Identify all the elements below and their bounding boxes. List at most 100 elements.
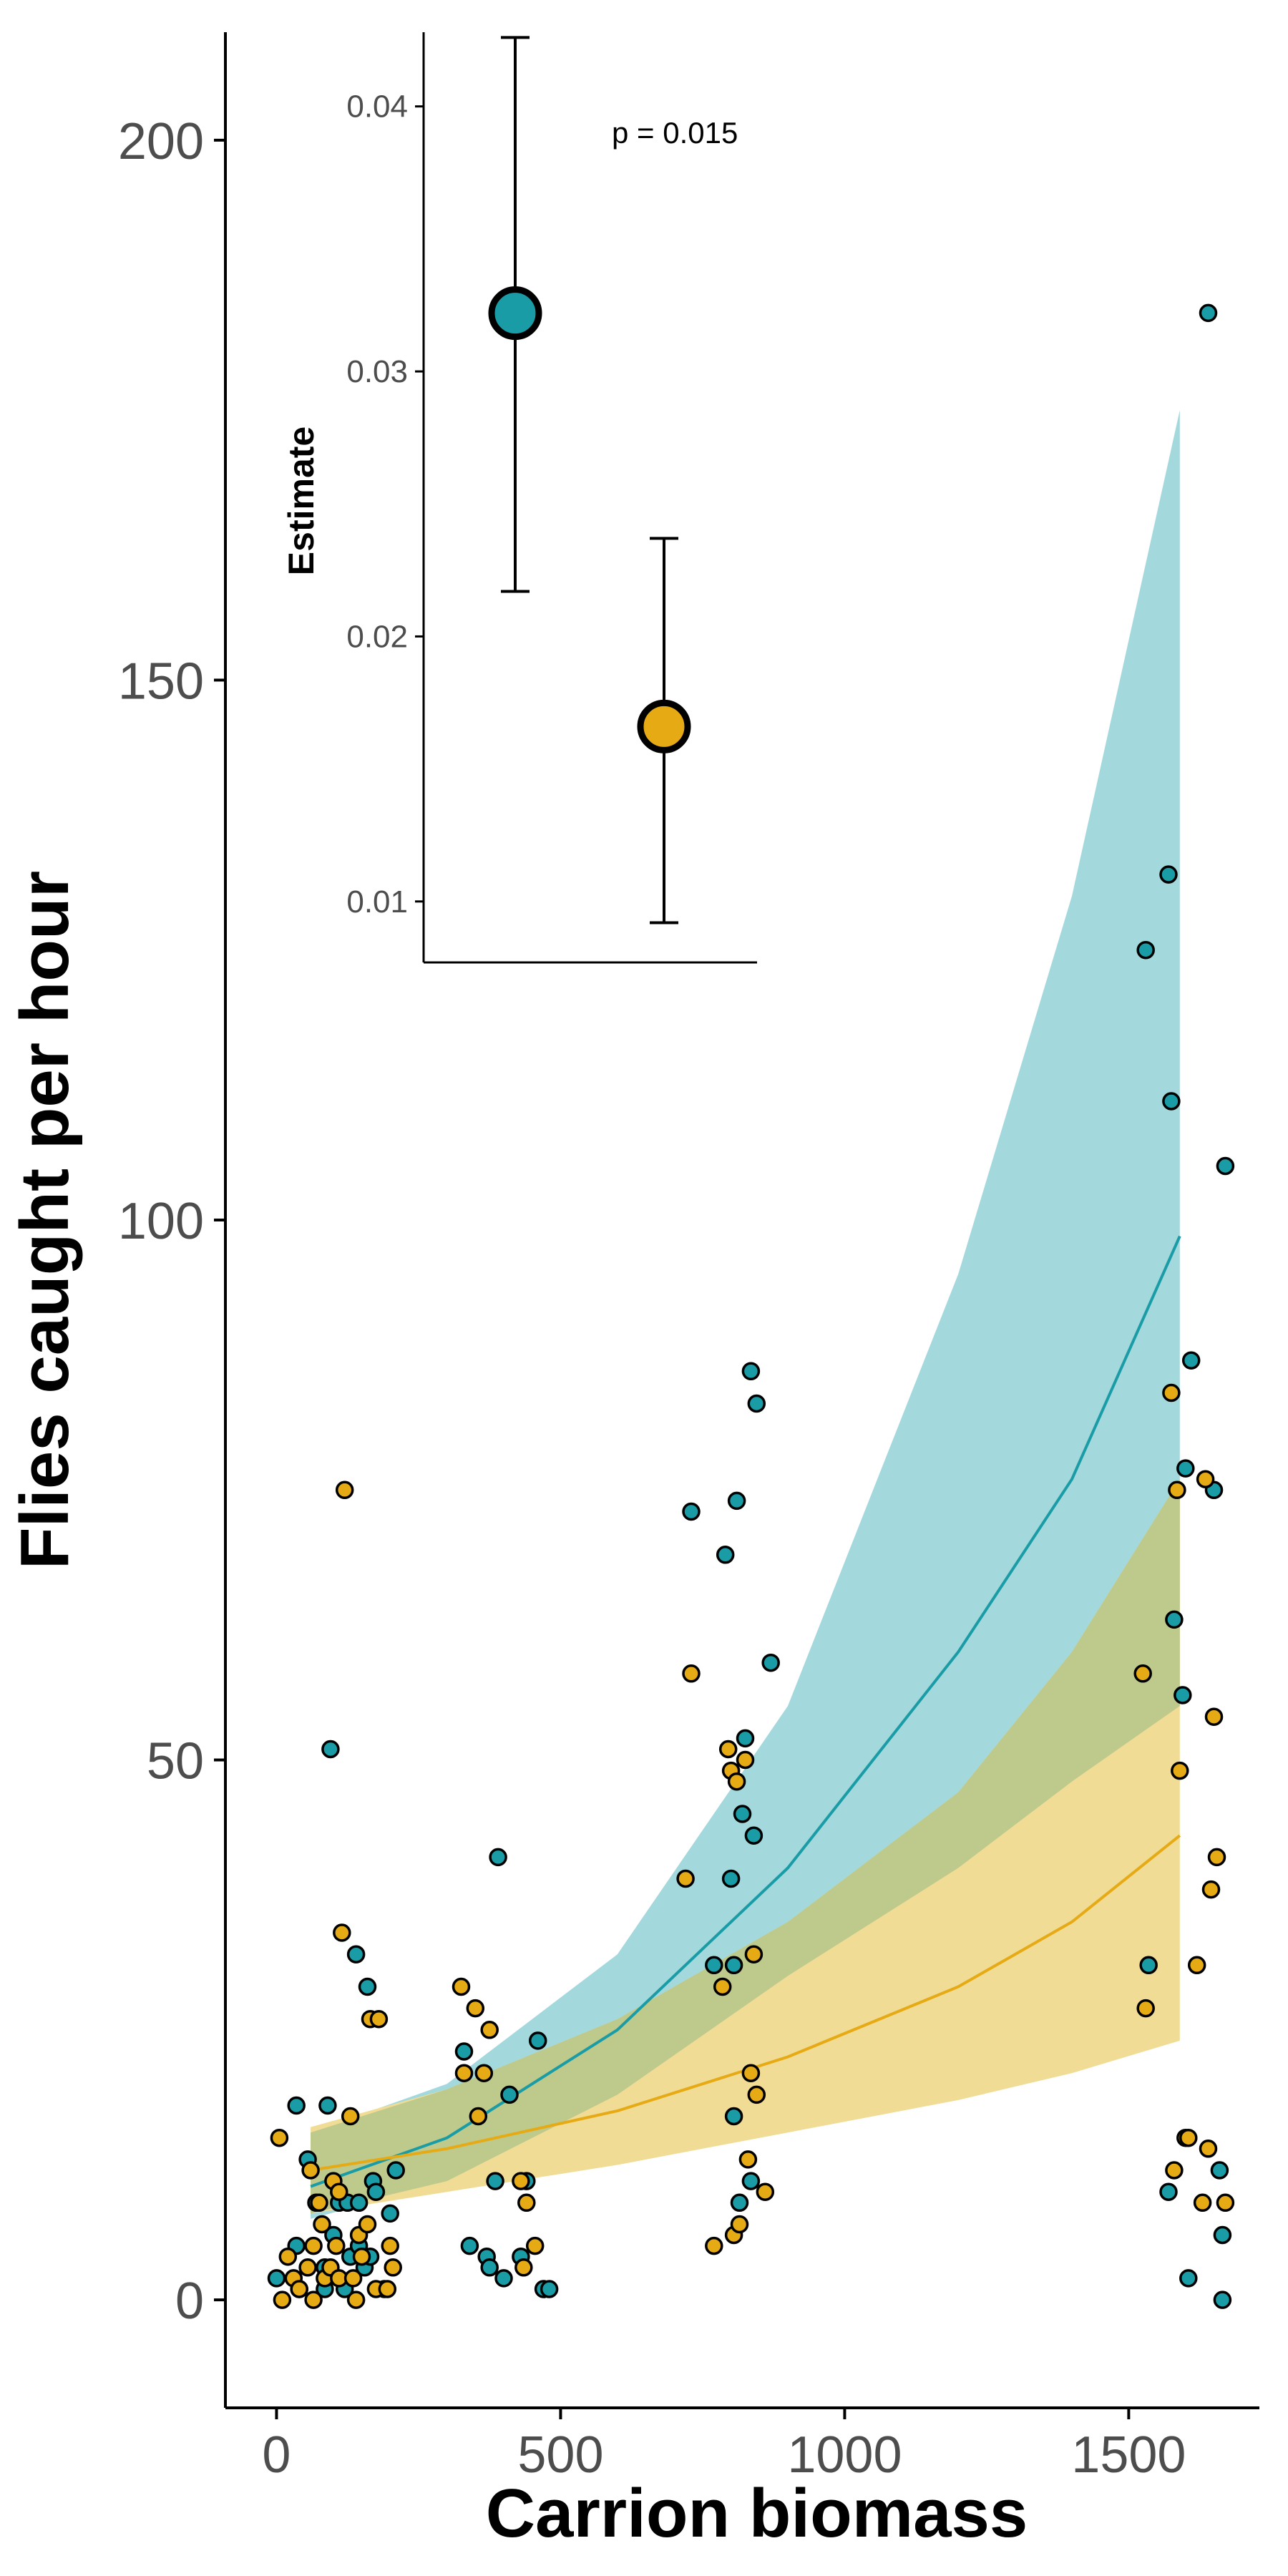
gold-data-point: [1216, 2193, 1235, 2212]
gold-data-point: [298, 2258, 317, 2277]
gold-data-point: [1136, 1999, 1155, 2018]
gold-data-point: [310, 2193, 328, 2212]
inset-y-tick-label: 0.02: [346, 619, 408, 654]
teal-data-point: [741, 2172, 761, 2190]
teal-data-point: [287, 2096, 306, 2115]
gold-data-point: [304, 2290, 323, 2309]
gold-data-point: [454, 2064, 474, 2082]
gold-data-point: [333, 1923, 351, 1942]
inset-gold-estimate-point: [637, 699, 691, 753]
gold-data-point: [736, 1750, 755, 1770]
gold-data-point: [1168, 1480, 1186, 1500]
band-overlap: [311, 1479, 1180, 2214]
inset-teal-estimate-point: [488, 286, 542, 341]
gold-data-point: [304, 2236, 323, 2255]
gold-data-point: [741, 2064, 761, 2082]
teal-data-point: [386, 2161, 405, 2180]
teal-data-point: [486, 2172, 504, 2190]
gold-data-point: [727, 1772, 746, 1791]
teal-data-point: [318, 2096, 337, 2115]
teal-data-point: [1159, 2182, 1178, 2201]
teal-data-point: [1174, 1686, 1192, 1704]
teal-fit-line: [310, 1235, 1181, 2188]
gold-confidence-band: [311, 1479, 1180, 2214]
teal-data-point: [1176, 1459, 1195, 1478]
teal-data-point: [480, 2258, 499, 2277]
teal-data-point: [682, 1502, 701, 1521]
gold-data-point: [512, 2172, 530, 2190]
gold-data-point: [1201, 1880, 1221, 1899]
gold-data-point: [480, 2021, 499, 2039]
gold-fit-line: [310, 1834, 1181, 2172]
y-axis-title: Flies caught per hour: [6, 871, 83, 1569]
teal-data-point: [733, 1805, 752, 1823]
teal-data-point: [705, 1956, 723, 1975]
teal-data-point: [500, 2085, 519, 2104]
teal-data-point: [1199, 303, 1218, 323]
gold-data-point: [384, 2258, 402, 2277]
teal-data-point: [727, 1491, 746, 1511]
teal-data-point: [381, 2204, 399, 2223]
gold-data-point: [676, 1869, 695, 1888]
gold-data-point: [747, 2085, 766, 2104]
teal-data-point: [346, 1945, 366, 1963]
gold-data-point: [525, 2236, 545, 2255]
teal-data-point: [1162, 1092, 1181, 1111]
gold-data-point: [718, 1740, 738, 1759]
gold-data-point: [738, 2150, 758, 2169]
gold-data-point: [1196, 1470, 1215, 1488]
teal-data-point: [724, 1956, 743, 1975]
teal-data-point: [1179, 2269, 1198, 2288]
x-tick-label: 1000: [787, 2426, 902, 2484]
teal-data-point: [349, 2193, 369, 2212]
teal-data-point: [454, 2042, 474, 2061]
main-panel: 0 500 1000 1500 0 50 100 150 200 Carrion biomass…: [6, 32, 1259, 2552]
gold-data-point: [313, 2215, 331, 2234]
x-tick-label: 1500: [1071, 2426, 1186, 2484]
gold-data-point: [744, 1945, 763, 1963]
teal-confidence-band: [311, 410, 1180, 2219]
gold-data-point: [705, 2236, 723, 2255]
inset-estimates: [488, 36, 691, 924]
teal-data-point: [1213, 2290, 1232, 2309]
gold-data-point: [1133, 1664, 1152, 1683]
gold-data-point: [1162, 1383, 1181, 1402]
teal-data-point: [321, 1740, 340, 1759]
gold-data-point: [378, 2280, 397, 2298]
inset-y-tick-label: 0.04: [346, 89, 408, 125]
teal-data-point: [1181, 1351, 1201, 1370]
teal-data-point: [744, 1826, 763, 1845]
teal-data-point: [528, 2031, 547, 2050]
teal-data-point: [1216, 1156, 1235, 1176]
p-value-annotation: p = 0.015: [612, 116, 738, 150]
y-tick-label: 200: [118, 113, 204, 170]
gold-data-point: [358, 2215, 377, 2234]
y-tick-label: 100: [118, 1193, 204, 1250]
inset-axes: 0.01 0.02 0.03 0.04: [346, 32, 757, 964]
teal-data-point: [460, 2236, 479, 2255]
gold-data-point: [381, 2236, 399, 2255]
teal-data-point: [716, 1546, 735, 1564]
gold-data-point: [469, 2107, 488, 2126]
teal-data-point: [1136, 940, 1155, 960]
gold-data-point: [1179, 2128, 1198, 2147]
teal-data-point: [540, 2280, 559, 2298]
gold-data-point: [335, 1480, 354, 1500]
gold-data-point: [290, 2280, 308, 2298]
gold-data-point: [270, 2128, 289, 2147]
gold-data-point: [713, 1977, 732, 1996]
teal-data-point: [736, 1729, 755, 1748]
x-axis-title: Carrion biomass: [486, 2475, 1028, 2552]
gold-data-point: [1165, 2161, 1184, 2180]
gold-data-point: [756, 2182, 775, 2201]
gold-data-point: [730, 2215, 749, 2234]
fit-curves: [310, 1235, 1181, 2188]
teal-data-point: [358, 1977, 377, 1996]
teal-data-point: [1139, 1956, 1158, 1975]
teal-data-point: [721, 1869, 741, 1888]
gold-data-point: [278, 2247, 298, 2266]
gold-data-point: [327, 2236, 346, 2255]
teal-data-point: [741, 1362, 761, 1381]
teal-data-point: [730, 2193, 749, 2212]
